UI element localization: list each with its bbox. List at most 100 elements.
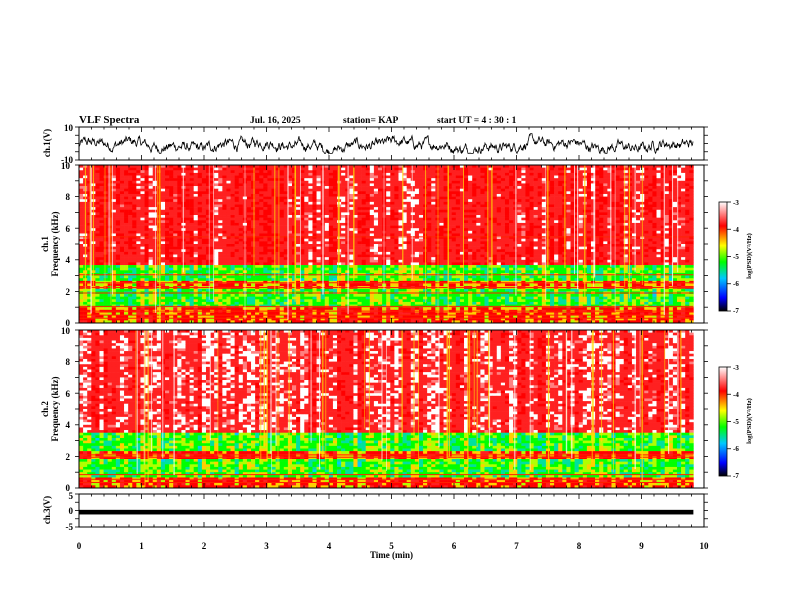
spectrogram-cell <box>173 181 177 184</box>
spectrogram-cell <box>190 168 194 171</box>
spectrogram-cell <box>374 170 378 173</box>
spectrogram-cell <box>280 178 284 181</box>
spectrogram-cell <box>456 186 460 189</box>
spectrogram-cell <box>218 178 222 181</box>
spectrogram-cell <box>251 191 255 194</box>
spectrogram-cell <box>95 189 99 192</box>
spectrogram-cell <box>362 181 366 184</box>
spectrogram-cell <box>665 183 669 186</box>
spectrogram-cell <box>472 186 476 189</box>
spectrogram-cell <box>554 173 558 176</box>
spectrogram-cell <box>206 178 210 181</box>
spectrogram-cell <box>247 183 251 186</box>
spectrogram-cell <box>128 199 132 202</box>
spectrogram-cell <box>251 178 255 181</box>
spectrogram-cell <box>218 168 222 171</box>
spectrogram-cell <box>185 178 189 181</box>
spectrogram-cell <box>173 199 177 202</box>
spectrogram-cell <box>665 191 669 194</box>
spectrogram-cell <box>304 176 308 179</box>
spectrogram-cell <box>415 170 419 173</box>
spectrogram-cell <box>685 194 689 197</box>
spectrogram-cell <box>689 197 693 200</box>
spectrogram-cell <box>452 170 456 173</box>
spectrogram-cell <box>620 173 624 176</box>
spectrogram-cell <box>657 197 661 200</box>
spectrogram-cell <box>95 183 99 186</box>
spectrogram-cell <box>407 181 411 184</box>
spectrogram-cell <box>214 173 218 176</box>
spectrogram-cell <box>456 178 460 181</box>
spectrogram-cell <box>521 183 525 186</box>
spectrogram-cell <box>587 189 591 192</box>
spectrogram-cell <box>79 181 83 184</box>
spectrogram-cell <box>194 189 198 192</box>
spectrogram-cell <box>566 183 570 186</box>
spectrogram-cell <box>472 189 476 192</box>
spectrogram-cell <box>517 189 521 192</box>
spectrogram-cell <box>603 176 607 179</box>
spectrogram-cell <box>120 199 124 202</box>
spectrogram-cell <box>603 170 607 173</box>
spectrogram-cell <box>95 191 99 194</box>
spectrogram-cell <box>628 181 632 184</box>
spectrogram-cell <box>149 197 153 200</box>
spectrogram-cell <box>317 199 321 202</box>
spectrogram-cell <box>521 189 525 192</box>
spectrogram-cell <box>136 194 140 197</box>
spectrogram-cell <box>99 170 103 173</box>
spectrogram-cell <box>468 197 472 200</box>
spectrogram-cell <box>644 189 648 192</box>
spectrogram-cell <box>616 197 620 200</box>
spectrogram-cell <box>99 173 103 176</box>
spectrogram-cell <box>231 168 235 171</box>
spectrogram-cell <box>435 189 439 192</box>
spectrogram-cell <box>558 189 562 192</box>
spectrogram-cell <box>198 194 202 197</box>
spectrogram-cell <box>657 168 661 171</box>
spectrogram-cell <box>501 168 505 171</box>
spectrogram-cell <box>116 178 120 181</box>
spectrogram-cell <box>116 197 120 200</box>
spectrogram-cell <box>525 191 529 194</box>
spectrogram-cell <box>558 170 562 173</box>
spectrogram-cell <box>329 173 333 176</box>
spectrogram-cell <box>599 181 603 184</box>
spectrogram-cell <box>616 189 620 192</box>
spectrogram-cell <box>444 189 448 192</box>
spectrogram-cell <box>79 189 83 192</box>
spectrogram-cell <box>497 176 501 179</box>
spectrogram-cell <box>579 170 583 173</box>
spectrogram-cell <box>108 186 112 189</box>
spectrogram-cell <box>177 199 181 202</box>
spectrogram-cell <box>575 191 579 194</box>
spectrogram-cell <box>341 199 345 202</box>
spectrogram-cell <box>521 170 525 173</box>
spectrogram-cell <box>198 197 202 200</box>
spectrogram-cell <box>206 173 210 176</box>
spectrogram-cell <box>657 189 661 192</box>
spectrogram-cell <box>468 183 472 186</box>
spectrogram-cell <box>296 186 300 189</box>
spectrogram-cell <box>439 191 443 194</box>
spectrogram-cell <box>165 170 169 173</box>
spectrogram-cell <box>222 176 226 179</box>
spectrogram-cell <box>456 176 460 179</box>
spectrogram-cell <box>509 181 513 184</box>
spectrogram-cell <box>566 189 570 192</box>
ch1-ylabel: ch.1(V) <box>42 129 52 157</box>
spectrogram-cell <box>124 170 128 173</box>
spectrogram-cell <box>394 186 398 189</box>
spectrogram-cell <box>587 178 591 181</box>
spectrogram-cell <box>480 181 484 184</box>
spectrogram-cell <box>231 186 235 189</box>
spectrogram-cell <box>218 197 222 200</box>
spectrogram-cell <box>165 183 169 186</box>
spectrogram-cell <box>550 168 554 171</box>
spectrogram-cell <box>444 181 448 184</box>
spectrogram-cell <box>599 191 603 194</box>
spectrogram-cell <box>128 181 132 184</box>
spectrogram-cell <box>149 191 153 194</box>
spectrogram-cell <box>444 178 448 181</box>
spectrogram-cell <box>386 189 390 192</box>
